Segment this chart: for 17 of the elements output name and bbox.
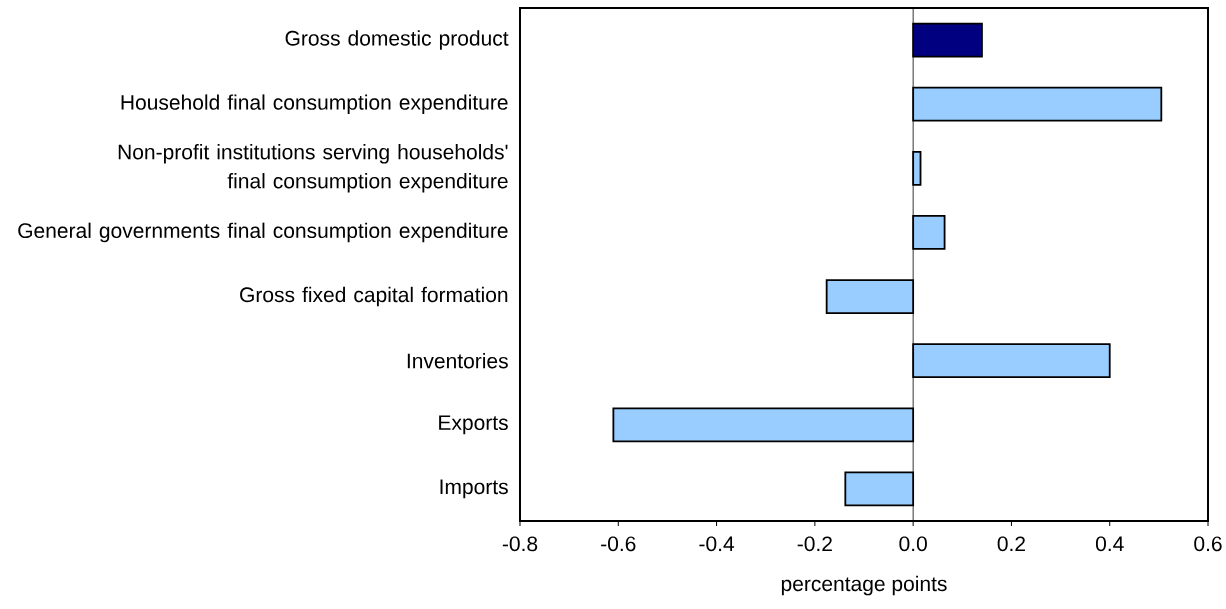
x-tick-label: 0.4 bbox=[1095, 536, 1124, 552]
x-axis-title: percentage points bbox=[781, 575, 947, 596]
y-tick-label: Gross domestic product bbox=[285, 30, 509, 50]
y-tick-label: Non-profit institutions serving households' final consumption expenditure bbox=[118, 144, 508, 193]
y-tick-label: Exports bbox=[439, 415, 508, 435]
x-tick-label: 0.2 bbox=[997, 536, 1025, 552]
x-tick-label: -0.6 bbox=[601, 536, 636, 552]
y-tick-label: Household final consumption expenditure bbox=[121, 94, 508, 114]
y-tick-label: Gross fixed capital formation bbox=[240, 286, 508, 307]
x-tick-label: -0.2 bbox=[797, 536, 832, 552]
y-tick-label: Inventories bbox=[407, 352, 508, 369]
x-tick-label: 0.6 bbox=[1194, 536, 1222, 552]
x-tick-label: -0.8 bbox=[502, 536, 538, 552]
y-tick-label: Imports bbox=[440, 479, 508, 499]
x-tick-label: 0.0 bbox=[899, 536, 927, 552]
x-tick-label: -0.4 bbox=[699, 536, 735, 552]
y-tick-label: General governments final consumption expenditure bbox=[18, 222, 508, 243]
